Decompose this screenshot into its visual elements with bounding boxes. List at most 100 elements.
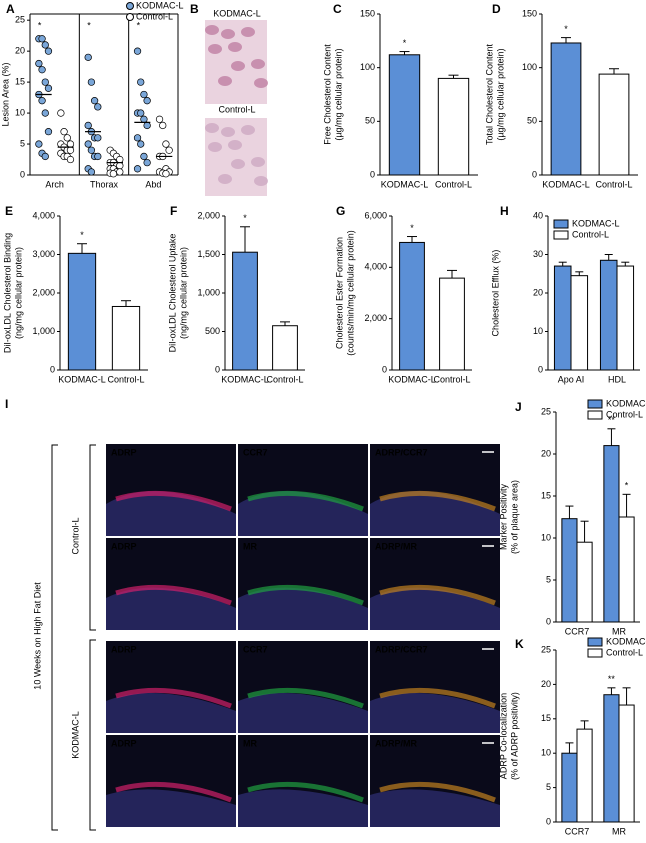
image-label: CCR7 (243, 447, 268, 457)
y-tick-label: 25 (541, 406, 551, 416)
y-tick-label: 25 (541, 644, 551, 654)
x-tick-label: MR (612, 826, 626, 836)
image-label: ADRP (111, 447, 137, 457)
x-tick-label: Control-L (595, 179, 632, 189)
y-tick-label: 15 (15, 76, 25, 86)
data-point (41, 78, 49, 86)
stain (379, 687, 496, 709)
y-axis-label: (ng/mg cellular protein) (13, 247, 23, 339)
x-tick-label: Thorax (90, 179, 119, 189)
data-point (140, 90, 148, 99)
y-tick-label: 2,000 (364, 313, 387, 323)
data-point (162, 170, 170, 178)
data-point (162, 140, 170, 148)
y-tick-label: 500 (205, 326, 220, 336)
y-tick-label: 4,000 (32, 210, 55, 220)
y-axis-label: Free Cholesterol Content (322, 44, 332, 145)
data-point (66, 155, 75, 164)
image-label: ADRP (111, 738, 137, 748)
significance: ** (608, 415, 616, 425)
data-point (109, 170, 118, 178)
y-tick-label: 1,000 (32, 326, 55, 336)
image-label: ADRP/MR (375, 541, 417, 551)
stain (115, 584, 232, 606)
y-tick-label: 4,000 (364, 262, 387, 272)
y-tick-label: 15 (541, 713, 551, 723)
y-tick-label: 5 (546, 574, 551, 584)
data-point (38, 35, 46, 43)
bar (598, 73, 630, 176)
data-point (35, 59, 43, 68)
panel-letter: B (190, 2, 199, 16)
image-label: ADRP (111, 644, 137, 654)
bar (576, 728, 593, 823)
x-tick-label: Control-L (433, 374, 470, 384)
data-point (66, 146, 75, 154)
tissue (106, 789, 236, 827)
data-point (90, 97, 99, 105)
y-tick-label: 0 (532, 169, 537, 179)
y-tick-label: 100 (360, 62, 375, 72)
y-tick-label: 3,000 (32, 249, 55, 259)
image-label: ADRP/MR (375, 738, 417, 748)
group-label: Control-L (70, 517, 80, 554)
y-tick-label: 20 (541, 448, 551, 458)
stain (379, 781, 496, 803)
significance: * (38, 20, 42, 30)
y-axis-label: Lesion Area (%) (0, 62, 10, 126)
legend-label: KODMAC-L (572, 218, 620, 228)
legend-label: Control-L (136, 11, 173, 21)
x-tick-label: CCR7 (565, 626, 590, 636)
panel-letter: E (5, 204, 13, 218)
bar (439, 277, 465, 371)
legend-swatch (587, 399, 603, 409)
data-point (116, 155, 124, 164)
data-point (116, 162, 124, 170)
data-point (87, 168, 96, 176)
diet-label: 10 Weeks on High Fat Diet (32, 582, 42, 690)
bar (603, 694, 620, 823)
data-point (63, 134, 71, 142)
y-tick-label: 10 (541, 532, 551, 542)
data-point (159, 121, 167, 130)
data-point (41, 109, 49, 117)
tissue (370, 693, 500, 733)
panel-letter: I (5, 397, 8, 411)
x-tick-label: Apo AI (558, 374, 585, 384)
significance: ** (608, 674, 616, 684)
significance: * (410, 223, 414, 233)
legend-swatch (587, 410, 603, 420)
image-label: ADRP/CCR7 (375, 447, 428, 457)
y-tick-label: 0 (50, 364, 55, 374)
x-tick-label: KODMAC-L (221, 374, 269, 384)
data-point (133, 165, 142, 173)
data-point (84, 53, 92, 61)
legend-label: Control-L (606, 647, 643, 657)
data-point (165, 146, 173, 154)
x-tick-label: KODMAC-L (388, 374, 436, 384)
legend-label: KODMAC-L (606, 398, 646, 408)
data-point (60, 128, 68, 136)
bar (570, 275, 589, 371)
significance: * (80, 230, 84, 240)
x-tick-label: Abd (145, 179, 161, 189)
bar (553, 265, 572, 371)
legend-swatch (553, 219, 569, 229)
image-label: CCR7 (243, 644, 268, 654)
cell (221, 29, 235, 39)
legend-swatch (553, 230, 569, 240)
bar (576, 541, 593, 623)
x-tick-label: Control-L (435, 179, 472, 189)
bar (272, 325, 298, 371)
y-tick-label: 10 (15, 107, 25, 117)
cell (228, 140, 242, 150)
bar (111, 305, 141, 371)
cell (208, 142, 222, 152)
y-tick-label: 20 (541, 679, 551, 689)
cell (228, 42, 242, 52)
y-tick-label: 1,000 (197, 287, 220, 297)
bracket (89, 444, 96, 631)
cell (254, 78, 268, 88)
panel-letter: F (170, 204, 177, 218)
